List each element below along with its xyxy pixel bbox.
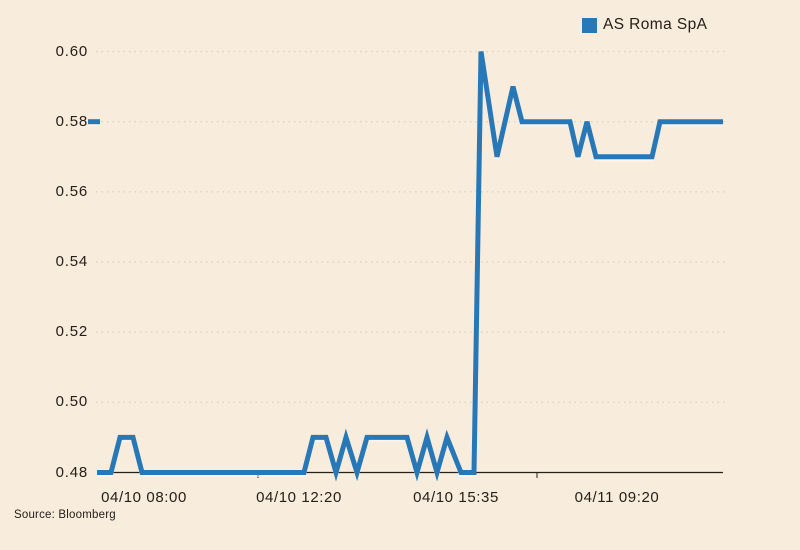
- price-line-segment: [97, 51, 723, 482]
- y-axis-label: 0.58: [55, 112, 88, 130]
- x-axis-label: 04/10 15:35: [413, 489, 499, 506]
- price-line-shadow: [97, 53, 723, 484]
- legend-color-swatch: [582, 17, 597, 33]
- y-axis-label: 0.56: [55, 182, 88, 200]
- x-axis-label: 04/10 08:00: [101, 489, 187, 506]
- legend: AS Roma SpA: [582, 16, 707, 34]
- y-axis-label: 0.60: [55, 42, 88, 60]
- x-axis-label: 04/10 12:20: [256, 489, 342, 506]
- source-attribution: Source: Bloomberg: [14, 509, 116, 521]
- y-axis-label: 0.54: [55, 253, 88, 271]
- legend-label: AS Roma SpA: [603, 16, 708, 33]
- y-axis-label: 0.50: [55, 393, 88, 411]
- y-axis-label: 0.48: [55, 463, 88, 481]
- x-axis-label: 04/11 09:20: [574, 489, 660, 506]
- y-axis-label: 0.52: [55, 323, 88, 341]
